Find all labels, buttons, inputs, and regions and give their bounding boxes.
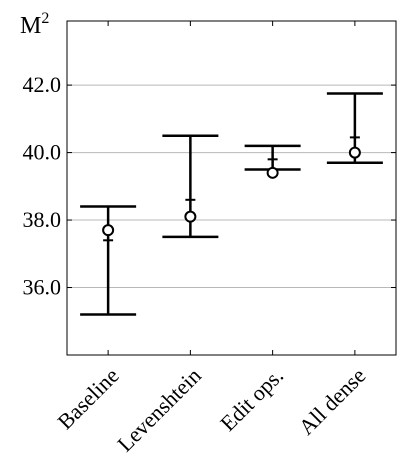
x-tick-label: Edit ops. bbox=[215, 363, 288, 436]
mean-marker bbox=[266, 166, 279, 179]
y-tick-label: 38.0 bbox=[23, 207, 62, 232]
mean-marker bbox=[348, 146, 361, 159]
y-axis: 36.0 38.0 40.0 42.0 bbox=[23, 72, 396, 300]
x-tick-label: Levenshtein bbox=[112, 363, 206, 457]
grid-layer bbox=[67, 84, 396, 289]
y-tick-label: 42.0 bbox=[23, 72, 62, 97]
y-axis-label: M2 bbox=[20, 10, 49, 39]
mean-marker bbox=[102, 224, 115, 237]
x-tick-label: All dense bbox=[294, 363, 371, 440]
x-tick-label: Baseline bbox=[52, 363, 123, 434]
mean-marker bbox=[184, 210, 197, 223]
plot-frame bbox=[66, 20, 397, 356]
y-tick-label: 40.0 bbox=[23, 140, 62, 165]
y-tick-label: 36.0 bbox=[23, 275, 62, 300]
data-marks bbox=[80, 92, 383, 316]
